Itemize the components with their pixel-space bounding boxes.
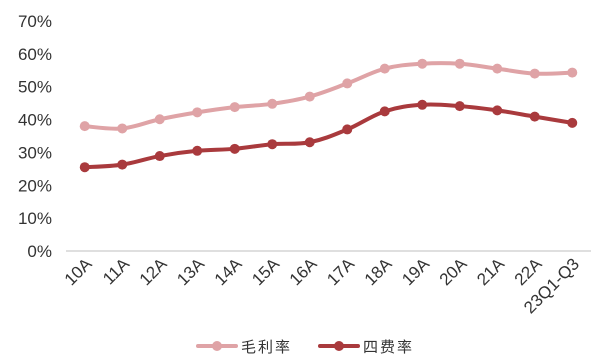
x-tick-label: 13A: [173, 254, 208, 289]
series-1: [79, 58, 578, 134]
data-point: [304, 91, 315, 102]
y-tick-label: 30%: [18, 143, 52, 162]
y-tick-label: 50%: [18, 78, 52, 97]
y-tick-label: 40%: [18, 111, 52, 130]
data-point: [192, 145, 203, 156]
data-point: [454, 58, 465, 69]
series-layer: [79, 58, 578, 173]
data-point: [154, 151, 165, 162]
data-point: [379, 106, 390, 117]
data-point: [417, 99, 428, 110]
legend-item: 四费率: [318, 338, 414, 356]
x-tick-label: 21A: [473, 254, 508, 289]
legend: 毛利率 四费率: [196, 338, 414, 356]
data-point: [454, 101, 465, 112]
data-point: [492, 63, 503, 74]
x-tick-label: 15A: [248, 254, 283, 289]
x-tick-label: 19A: [398, 254, 433, 289]
data-point: [567, 67, 578, 78]
data-point: [79, 162, 90, 173]
legend-marker: [212, 341, 222, 351]
legend-label: 毛利率: [241, 338, 292, 356]
y-tick-label: 20%: [18, 176, 52, 195]
data-point: [117, 123, 128, 134]
y-tick-label: 0%: [27, 242, 52, 261]
data-point: [529, 111, 540, 122]
data-point: [267, 98, 278, 109]
y-tick-label: 60%: [18, 45, 52, 64]
legend-marker: [334, 341, 344, 351]
x-tick-label: 16A: [286, 254, 321, 289]
x-tick-label: 14A: [211, 254, 246, 289]
data-point: [379, 63, 390, 74]
data-point: [342, 124, 353, 135]
data-point: [229, 102, 240, 113]
data-point: [192, 107, 203, 118]
data-point: [304, 137, 315, 148]
data-point: [417, 58, 428, 69]
legend-label: 四费率: [363, 338, 414, 356]
series-2: [79, 99, 578, 173]
y-tick-label: 70%: [18, 12, 52, 31]
y-axis: 0% 10% 20% 30% 40% 50% 60% 70%: [18, 12, 52, 261]
data-point: [79, 121, 90, 132]
x-axis: 10A 11A 12A 13A 14A 15A 16A 17A 18A 19A 20A 21A 22A2…: [61, 250, 591, 317]
data-point: [567, 117, 578, 128]
data-point: [529, 68, 540, 79]
x-tick-label: 10A: [61, 254, 96, 289]
data-point: [492, 105, 503, 116]
x-tick-label: 17A: [323, 254, 358, 289]
data-point: [267, 139, 278, 150]
x-tick-label: 18A: [361, 254, 396, 289]
data-point: [342, 78, 353, 89]
data-point: [229, 143, 240, 154]
x-tick-label: 20A: [436, 254, 471, 289]
y-tick-label: 10%: [18, 209, 52, 228]
x-tick-label: 12A: [136, 254, 171, 289]
x-tick-label: 11A: [99, 254, 133, 288]
data-point: [117, 159, 128, 170]
legend-item: 毛利率: [196, 338, 292, 356]
data-point: [154, 114, 165, 125]
